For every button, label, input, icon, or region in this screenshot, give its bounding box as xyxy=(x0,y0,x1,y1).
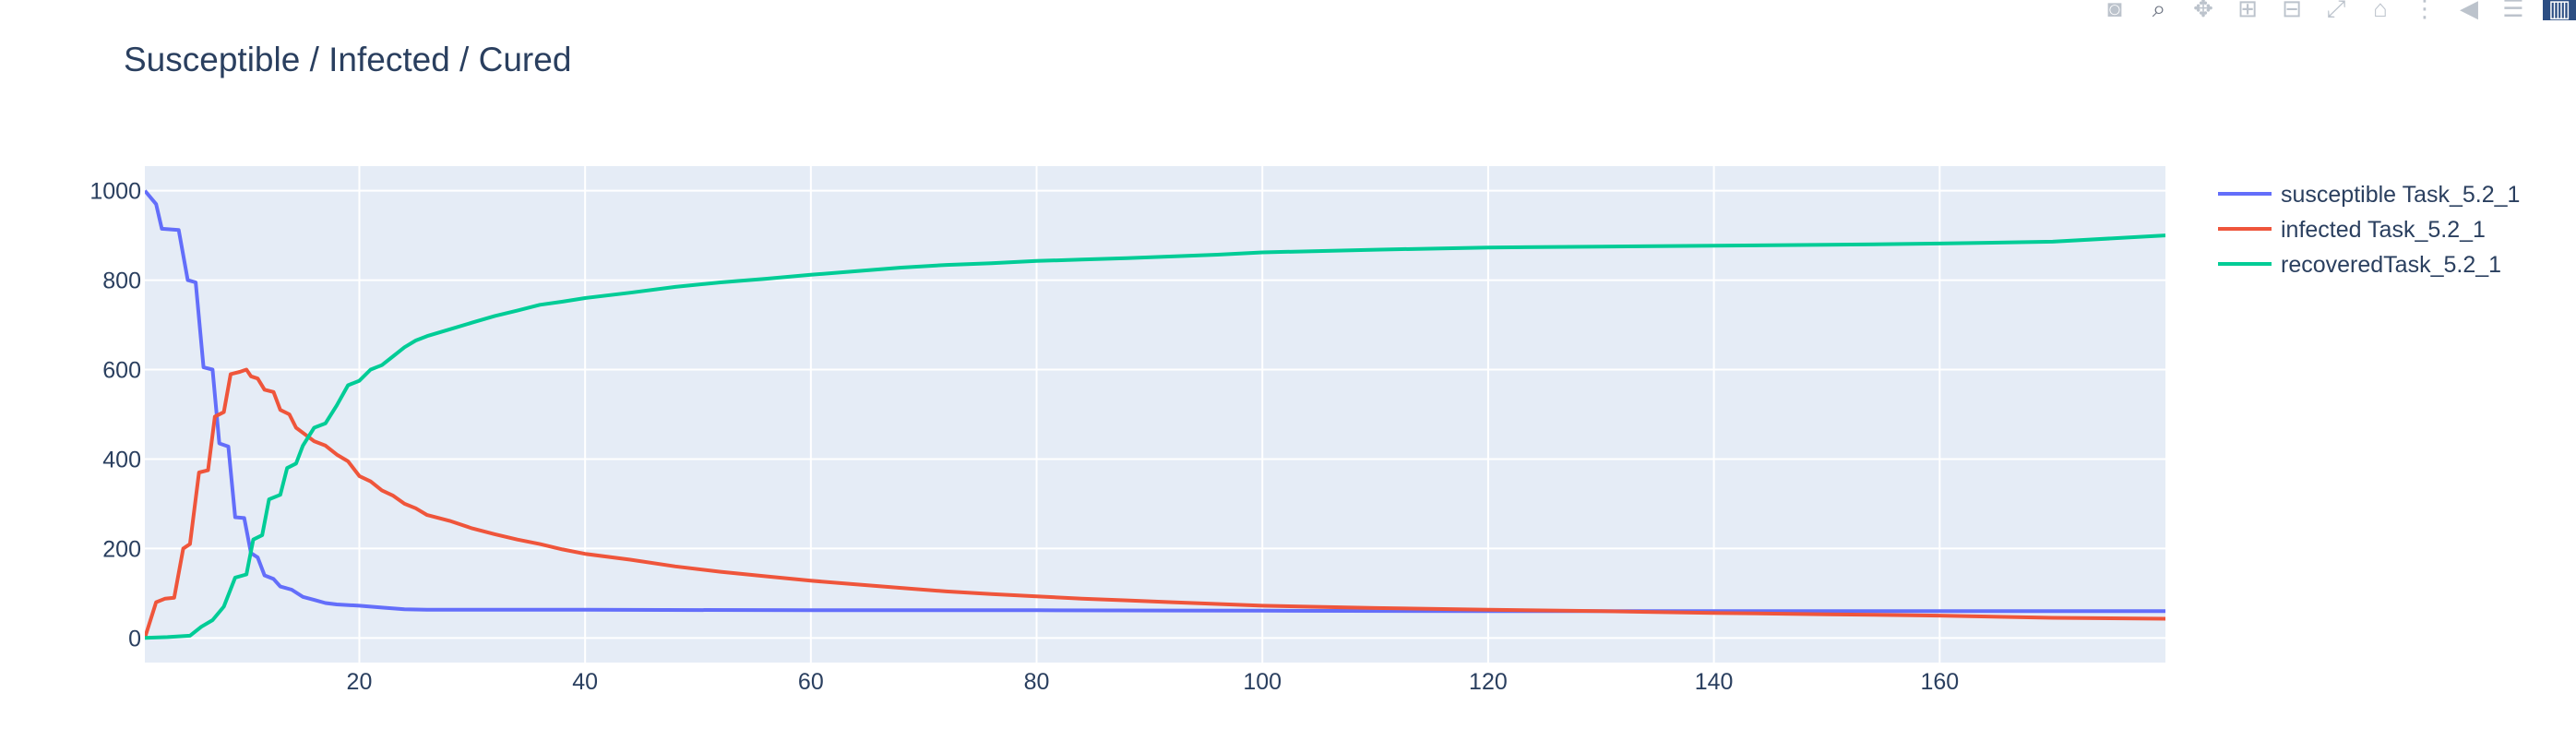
spike-lines-icon[interactable]: ⋮ xyxy=(2413,0,2437,20)
legend-label: recoveredTask_5.2_1 xyxy=(2281,252,2501,278)
x-tick-label: 80 xyxy=(1024,669,1050,695)
x-tick-label: 160 xyxy=(1920,669,1959,695)
y-tick-label: 0 xyxy=(128,626,141,651)
y-tick-label: 200 xyxy=(102,536,141,562)
x-tick-label: 100 xyxy=(1243,669,1282,695)
hover-closest-icon[interactable]: ◀ xyxy=(2460,0,2478,20)
series-line-susceptible xyxy=(145,189,2165,614)
pan-icon[interactable]: ✥ xyxy=(2193,0,2213,20)
zoom-icon[interactable]: ⌕ xyxy=(2152,0,2166,20)
series-line-infected xyxy=(145,367,2165,639)
y-tick-label: 1000 xyxy=(89,179,141,205)
x-tick-label: 40 xyxy=(572,669,598,695)
zoom-in-icon[interactable]: ⊞ xyxy=(2237,0,2258,20)
x-tick-label: 140 xyxy=(1695,669,1734,695)
x-tick-label: 20 xyxy=(347,669,373,695)
modebar-toolbar: ◙ ⌕ ✥ ⊞ ⊟ ⤢ ⌂ ⋮ ◀ ☰ ▥ xyxy=(2093,0,2576,20)
autoscale-icon[interactable]: ⤢ xyxy=(2326,0,2346,20)
hover-compare-icon[interactable]: ☰ xyxy=(2502,0,2524,20)
y-tick-label: 400 xyxy=(102,447,141,472)
y-tick-label: 800 xyxy=(102,269,141,294)
x-tick-label: 60 xyxy=(798,669,824,695)
legend-label: susceptible Task_5.2_1 xyxy=(2281,182,2520,208)
x-tick-label: 120 xyxy=(1469,669,1508,695)
y-tick-label: 600 xyxy=(102,358,141,384)
zoom-out-icon[interactable]: ⊟ xyxy=(2282,0,2302,20)
plot-area xyxy=(145,166,2165,663)
home-icon[interactable]: ⌂ xyxy=(2373,0,2388,20)
legend-label: infected Task_5.2_1 xyxy=(2281,217,2486,243)
legend-item-infected[interactable]: infected Task_5.2_1 xyxy=(2218,217,2486,243)
legend-item-recovered[interactable]: recoveredTask_5.2_1 xyxy=(2218,252,2501,278)
chart-title: Susceptible / Infected / Cured xyxy=(124,41,572,78)
series-line-recovered xyxy=(145,233,2165,640)
camera-icon[interactable]: ◙ xyxy=(2107,0,2122,20)
legend-item-susceptible[interactable]: susceptible Task_5.2_1 xyxy=(2218,182,2520,208)
plotly-logo-icon[interactable]: ▥ xyxy=(2543,0,2576,20)
